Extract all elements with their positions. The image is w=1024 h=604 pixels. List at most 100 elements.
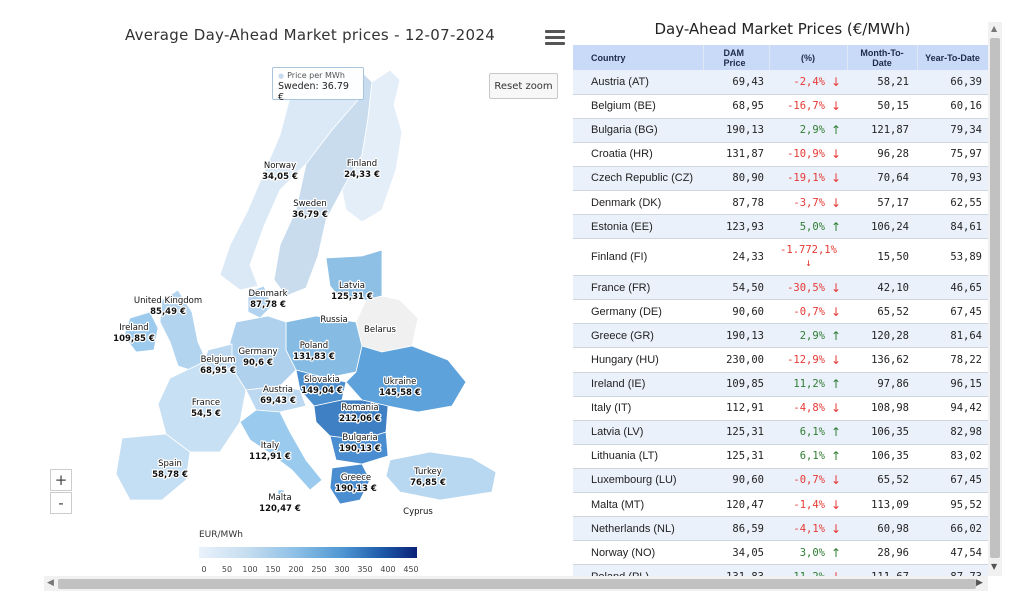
country-bulgaria[interactable] [329, 431, 389, 465]
scroll-up-arrow-icon[interactable]: ▲ [991, 24, 998, 33]
prices-table-container[interactable]: Country DAM Price (%) Month-To-Date Year… [573, 45, 988, 576]
country-denmark[interactable] [247, 285, 273, 319]
cell-country: Poland (PL) [573, 564, 703, 576]
map-value-bulgaria: 190,13 € [339, 444, 381, 454]
cell-dam-price: 109,85 [703, 372, 769, 397]
header-year-to-date[interactable]: Year-To-Date [917, 45, 988, 70]
cell-dam-price: 125,31 [703, 444, 769, 469]
map-label-denmark: Denmark [248, 289, 287, 299]
arrow-down-icon: ↓ [829, 492, 847, 518]
table-row[interactable]: Germany (DE) 90,60 -0,7% ↓ 65,52 67,45 [573, 299, 988, 325]
legend-tick: 250 [311, 565, 327, 574]
cell-country: Denmark (DK) [573, 190, 703, 216]
cell-dam-price: 86,59 [703, 516, 769, 542]
country-malta[interactable] [277, 489, 285, 497]
table-row[interactable]: Netherlands (NL) 86,59 -4,1% ↓ 60,98 66,02 [573, 516, 988, 542]
country-ireland[interactable] [123, 311, 159, 353]
country-turkey[interactable] [385, 451, 497, 501]
cell-country: Netherlands (NL) [573, 516, 703, 542]
table-row[interactable]: Czech Republic (CZ) 80,90 -19,1% ↓ 70,64 70,9… [573, 166, 988, 191]
cell-month-to-date: 121,87 [847, 118, 917, 143]
zoom-in-button[interactable]: + [50, 469, 72, 491]
map-value-austria: 69,43 € [260, 396, 296, 406]
table-row[interactable]: Ireland (IE) 109,85 11,2% ↑ 97,86 96,15 [573, 372, 988, 397]
country-cyprus[interactable] [421, 503, 445, 515]
table-row[interactable]: Belgium (BE) 68,95 -16,7% ↓ 50,15 60,16 [573, 94, 988, 119]
map-label-malta: Malta [268, 493, 291, 503]
cell-month-to-date: 96,28 [847, 142, 917, 167]
hamburger-menu-icon[interactable] [545, 30, 565, 48]
arrow-up-icon: ↑ [829, 372, 847, 397]
header-dam-price[interactable]: DAM Price [703, 45, 770, 70]
legend-tick: 450 [403, 565, 419, 574]
legend-tick: 350 [357, 565, 373, 574]
table-row[interactable]: Lithuania (LT) 125,31 6,1% ↑ 106,35 83,02 [573, 444, 988, 469]
table-row[interactable]: Italy (IT) 112,91 -4,8% ↓ 108,98 94,42 [573, 396, 988, 421]
table-row[interactable]: Hungary (HU) 230,00 -12,9% ↓ 136,62 78,22 [573, 347, 988, 373]
cell-year-to-date: 47,54 [917, 540, 988, 566]
zoom-out-button[interactable]: - [50, 492, 72, 514]
cell-dam-price: 112,91 [703, 396, 769, 421]
cell-dam-price: 34,05 [703, 540, 769, 566]
table-row[interactable]: Poland (PL)131,8311,2%↓111,6787,73 [573, 564, 988, 576]
map-label-sweden: Sweden [293, 199, 327, 209]
table-row[interactable]: France (FR) 54,50 -30,5% ↓ 42,10 46,65 [573, 275, 988, 301]
cell-country: Austria (AT) [573, 70, 703, 95]
country-belarus[interactable] [355, 295, 419, 353]
reset-zoom-button[interactable]: Reset zoom [489, 73, 558, 99]
country-sweden[interactable] [273, 71, 373, 297]
cell-month-to-date: 106,35 [847, 444, 917, 469]
map-label-turkey: Turkey [413, 467, 442, 477]
header-country[interactable]: Country [573, 45, 704, 70]
cell-percent-change: 11,2% [769, 372, 829, 397]
map-label-finland: Finland [347, 159, 377, 169]
legend-tick: 300 [334, 565, 350, 574]
cell-dam-price: 230,00 [703, 347, 769, 373]
table-row[interactable]: Croatia (HR) 131,87 -10,9% ↓ 96,28 75,97 [573, 142, 988, 167]
country-ukraine[interactable] [345, 345, 467, 413]
cell-country: Estonia (EE) [573, 214, 703, 240]
header-percent[interactable]: (%) [769, 45, 848, 70]
country-greece[interactable] [329, 463, 371, 505]
cell-percent-change: 2,9% [769, 118, 829, 143]
table-row[interactable]: Denmark (DK) 87,78 -3,7% ↓ 57,17 62,55 [573, 190, 988, 216]
cell-year-to-date: 70,93 [917, 166, 988, 191]
map-value-turkey: 76,85 € [410, 478, 446, 488]
table-row[interactable]: Finland (FI) 24,33 -1.772,1% ↓ 15,50 53,89 [573, 238, 988, 277]
table-row[interactable]: Greece (GR) 190,13 2,9% ↑ 120,28 81,64 [573, 323, 988, 349]
country-russia[interactable] [381, 149, 481, 276]
cell-country: Italy (IT) [573, 396, 703, 421]
cell-dam-price: 131,83 [703, 564, 769, 576]
legend-color-scale [199, 547, 417, 558]
arrow-up-icon: ↑ [829, 323, 847, 349]
scroll-down-arrow-icon[interactable]: ▼ [991, 562, 998, 571]
arrow-down-icon: ↓ [829, 564, 847, 576]
horizontal-scrollbar-thumb[interactable] [58, 579, 976, 589]
vertical-scrollbar-thumb[interactable] [990, 38, 1000, 558]
scroll-left-arrow-icon[interactable]: ◀ [47, 578, 54, 588]
cell-dam-price: 54,50 [703, 275, 769, 301]
table-row[interactable]: Luxembourg (LU) 90,60 -0,7% ↓ 65,52 67,45 [573, 468, 988, 494]
map-value-united-kingdom: 85,49 € [150, 307, 186, 317]
cell-dam-price: 125,31 [703, 420, 769, 445]
legend-tick: 200 [288, 565, 304, 574]
cell-country: Ireland (IE) [573, 372, 703, 397]
table-row[interactable]: Estonia (EE) 123,93 5,0% ↑ 106,24 84,61 [573, 214, 988, 240]
header-month-to-date[interactable]: Month-To-Date [847, 45, 918, 70]
table-row[interactable]: Norway (NO) 34,05 3,0% ↑ 28,96 47,54 [573, 540, 988, 566]
scroll-right-arrow-icon[interactable]: ▶ [976, 578, 983, 588]
table-row[interactable]: Malta (MT) 120,47 -1,4% ↓ 113,09 95,52 [573, 492, 988, 518]
arrow-down-icon: ↓ [829, 468, 847, 494]
map-label-poland: Poland [300, 341, 328, 351]
country-spain[interactable] [115, 433, 191, 501]
table-row[interactable]: Austria (AT) 69,43 -2,4% ↓ 58,21 66,39 [573, 70, 988, 95]
cell-country: Norway (NO) [573, 540, 703, 566]
cell-year-to-date: 79,34 [917, 118, 988, 143]
cell-country: Bulgaria (BG) [573, 118, 703, 143]
table-title: Day-Ahead Market Prices (€/MWh) [654, 20, 911, 38]
map-label-united-kingdom: United Kingdom [134, 296, 202, 306]
country-italy[interactable] [239, 409, 323, 491]
table-row[interactable]: Latvia (LV) 125,31 6,1% ↑ 106,35 82,98 [573, 420, 988, 445]
table-row[interactable]: Bulgaria (BG) 190,13 2,9% ↑ 121,87 79,34 [573, 118, 988, 143]
